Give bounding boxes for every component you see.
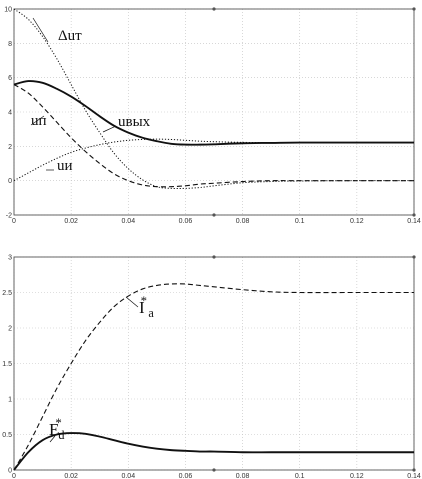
x-tick-label: 0.12 xyxy=(350,473,364,479)
curve-label: uвых xyxy=(102,114,151,133)
y-tick-label: 6 xyxy=(8,75,12,82)
label-main: uп xyxy=(31,113,47,129)
curve-label-text: uп xyxy=(31,113,47,129)
y-tick-label: 3 xyxy=(8,255,12,262)
label-sub: a xyxy=(148,306,154,320)
x-tick-label: 0.04 xyxy=(121,218,135,225)
y-tick-label: 4 xyxy=(8,110,12,117)
x-tick-label: 0.02 xyxy=(64,473,78,479)
curve-label: uи xyxy=(46,158,73,174)
label-leader-line xyxy=(49,435,56,443)
curve-label-text: uвых xyxy=(118,114,151,130)
x-tick-label: 0.08 xyxy=(236,473,250,479)
label-sub: d xyxy=(58,428,64,442)
label-main: uвых xyxy=(118,114,151,130)
label-leader-line xyxy=(125,296,139,308)
y-tick-label: 1.5 xyxy=(2,361,12,368)
curve-label: uп xyxy=(30,113,47,129)
y-tick-label: 10 xyxy=(4,7,12,14)
series-line-0-1 xyxy=(13,80,414,146)
label-main: E xyxy=(49,420,59,439)
y-tick-label: 2 xyxy=(8,144,12,151)
x-tick-label: 0.14 xyxy=(407,218,421,225)
series-line-0-3 xyxy=(13,138,414,182)
x-tick-label: 0.02 xyxy=(64,218,78,225)
y-tick-label: 1 xyxy=(8,397,12,404)
label-sup: * xyxy=(141,294,147,308)
y-tick-label: 8 xyxy=(8,41,12,48)
label-main: I xyxy=(139,298,145,317)
frame-marker xyxy=(212,7,216,11)
bottom-chart: 0 0.02 0.04 0.06 0.08 0.1 0.12 0.14 0 0.5 1 1.5 2 2.5… xyxy=(2,255,421,479)
frame-marker xyxy=(412,7,416,11)
series-line-1-0 xyxy=(13,283,414,471)
x-tick-label: 0.06 xyxy=(179,218,193,225)
y-tick-label: -2 xyxy=(6,213,12,220)
y-tick-label: 0.5 xyxy=(2,432,12,439)
curve-label-text: E* d xyxy=(49,416,64,442)
x-tick-label: 0.14 xyxy=(407,473,421,479)
frame-marker xyxy=(412,255,416,259)
x-tick-label: 0.04 xyxy=(121,473,135,479)
frame-marker xyxy=(212,255,216,259)
y-tick-label: 2 xyxy=(8,326,12,333)
curve-label: I*a xyxy=(125,294,154,320)
label-main: Δuт xyxy=(58,28,82,44)
x-tick-label: 0.12 xyxy=(350,218,364,225)
curve-label-text: Δuт xyxy=(58,28,82,44)
curve-label-text: I*a xyxy=(139,294,154,320)
x-tick-label: 0.1 xyxy=(295,473,305,479)
curve-label-text: uи xyxy=(57,158,73,174)
label-leader-line xyxy=(32,17,49,43)
y-tick-label: 2.5 xyxy=(2,290,12,297)
x-tick-label: 0.06 xyxy=(179,473,193,479)
x-tick-label: 0 xyxy=(12,218,16,225)
curve-label: E* d xyxy=(49,416,64,443)
series-line-1-1 xyxy=(13,432,414,471)
x-tick-label: 0.1 xyxy=(295,218,305,225)
label-sup: * xyxy=(55,416,61,430)
curve-label: Δuт xyxy=(32,17,82,44)
y-tick-label: 0 xyxy=(8,468,12,475)
x-tick-label: 0.08 xyxy=(236,218,250,225)
frame-marker xyxy=(412,468,416,472)
label-leader-line xyxy=(102,125,117,133)
y-tick-label: 0 xyxy=(8,178,12,185)
frame-marker xyxy=(212,213,216,217)
x-tick-label: 0 xyxy=(12,473,16,479)
series-line-0-2 xyxy=(13,84,414,188)
frame-marker xyxy=(212,468,216,472)
label-leader-line xyxy=(30,115,45,126)
frame-marker xyxy=(412,213,416,217)
label-main: uи xyxy=(57,158,73,174)
